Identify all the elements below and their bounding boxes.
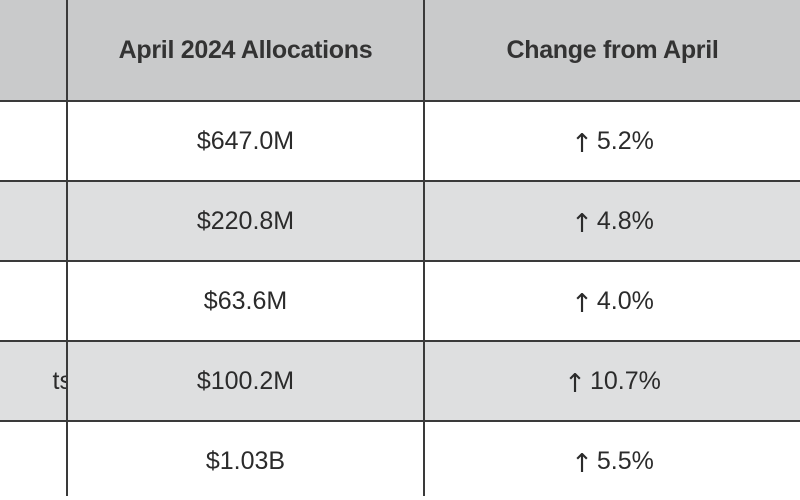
up-arrow-icon: ↑ xyxy=(571,449,593,479)
allocation-cell: $100.2M xyxy=(66,340,425,422)
change-cell: ↑ 10.7% xyxy=(423,340,800,422)
allocation-cell: $63.6M xyxy=(66,260,425,342)
table-row: ts $100.2M ↑10.7% xyxy=(0,340,800,422)
change-value: 5.5% xyxy=(596,447,654,475)
table-row: $63.6M ↑ 4.0% xyxy=(0,260,800,342)
header-category xyxy=(0,0,68,102)
change-value: 5.2% xyxy=(596,127,654,155)
change-cell: ↑ 4.8% xyxy=(423,180,800,262)
change-value: 4.8% xyxy=(596,207,654,235)
page-bottom-edge xyxy=(0,496,800,500)
header-allocations: April 2024 Allocations xyxy=(66,0,425,102)
table-row: $220.8M ↑ 4.8% xyxy=(0,180,800,262)
row-category-cell xyxy=(0,420,68,500)
change-value: 10.7% xyxy=(589,367,661,395)
change-value: 4.0% xyxy=(596,287,654,315)
table-header-row: April 2024 Allocations Change from April xyxy=(0,0,800,102)
allocation-cell: $1.03B xyxy=(66,420,425,500)
row-category-cell xyxy=(0,100,68,182)
row-category-cell: ts xyxy=(0,340,68,422)
table-row: $1.03B ↑ 5.5% xyxy=(0,420,800,500)
row-category-label: ts xyxy=(52,366,65,395)
up-arrow-icon: ↑ xyxy=(571,209,593,239)
row-category-cell xyxy=(0,180,68,262)
header-change: Change from April xyxy=(423,0,800,102)
change-cell: ↑ 4.0% xyxy=(423,260,800,342)
change-cell: ↑ 5.2% xyxy=(423,100,800,182)
allocation-cell: $220.8M xyxy=(66,180,425,262)
up-arrow-icon: ↑ xyxy=(564,369,586,399)
table-row: $647.0M ↑ 5.2% xyxy=(0,100,800,182)
allocation-cell: $647.0M xyxy=(66,100,425,182)
row-category-cell xyxy=(0,260,68,342)
up-arrow-icon: ↑ xyxy=(571,129,593,159)
change-cell: ↑ 5.5% xyxy=(423,420,800,500)
up-arrow-icon: ↑ xyxy=(571,289,593,319)
